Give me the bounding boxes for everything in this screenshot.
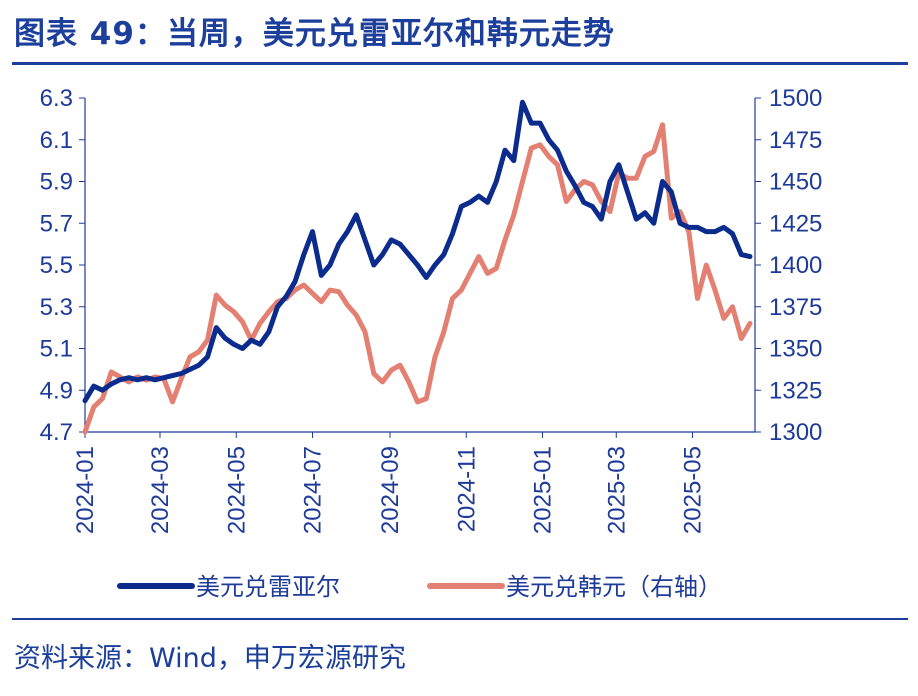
series-line-brl xyxy=(82,99,753,404)
x-axis-tick-label: 2024-03 xyxy=(147,446,174,534)
legend-label: 美元兑雷亚尔 xyxy=(196,573,340,601)
source-divider xyxy=(12,618,908,620)
x-axis-tick-label: 2025-05 xyxy=(680,446,707,534)
right-axis-tick-label: 1350 xyxy=(769,336,822,363)
x-axis-tick-label: 2024-11 xyxy=(453,446,480,532)
left-axis-tick-label: 4.9 xyxy=(40,377,73,404)
chart-plot-area xyxy=(82,99,753,435)
x-axis-tick-label: 2025-01 xyxy=(530,446,557,534)
x-axis-tick-label: 2024-05 xyxy=(223,446,250,534)
left-axis-tick-label: 5.3 xyxy=(40,294,73,321)
source-note: 资料来源：Wind，申万宏源研究 xyxy=(14,643,406,674)
left-axis-tick-label: 6.1 xyxy=(40,127,73,154)
right-axis-tick-label: 1500 xyxy=(769,85,822,112)
x-axis-tick-label: 2024-01 xyxy=(72,446,99,534)
right-axis-tick-label: 1400 xyxy=(769,252,822,279)
chart-title: 图表 49：当周，美元兑雷亚尔和韩元走势 xyxy=(14,16,615,52)
right-axis-tick-label: 1375 xyxy=(769,294,822,321)
right-axis-tick-label: 1475 xyxy=(769,127,822,154)
x-axis-tick-label: 2025-03 xyxy=(603,446,630,534)
left-axis-tick-label: 6.3 xyxy=(40,85,73,112)
series-line-krw xyxy=(82,122,753,435)
right-axis-tick-label: 1425 xyxy=(769,210,822,237)
legend-label: 美元兑韩元（右轴） xyxy=(506,573,722,601)
x-axis-tick-label: 2024-09 xyxy=(377,446,404,534)
left-axis-tick-label: 5.9 xyxy=(40,169,73,196)
chart-axes: 6.3 6.1 5.9 5.7 5.5 5.3 5.1 4.9 4.7 1500 1475 1450 1… xyxy=(40,85,823,534)
right-axis-tick-label: 1325 xyxy=(769,377,822,404)
left-axis-tick-label: 4.7 xyxy=(40,419,73,446)
title-divider xyxy=(12,62,908,65)
left-axis-tick-label: 5.1 xyxy=(40,336,73,363)
right-axis-tick-label: 1300 xyxy=(769,419,822,446)
x-axis-tick-label: 2024-07 xyxy=(300,446,327,534)
left-axis-tick-label: 5.7 xyxy=(40,210,73,237)
left-axis-tick-label: 5.5 xyxy=(40,252,73,279)
chart-legend: 美元兑雷亚尔 美元兑韩元（右轴） xyxy=(117,573,722,601)
right-axis-tick-label: 1450 xyxy=(769,169,822,196)
